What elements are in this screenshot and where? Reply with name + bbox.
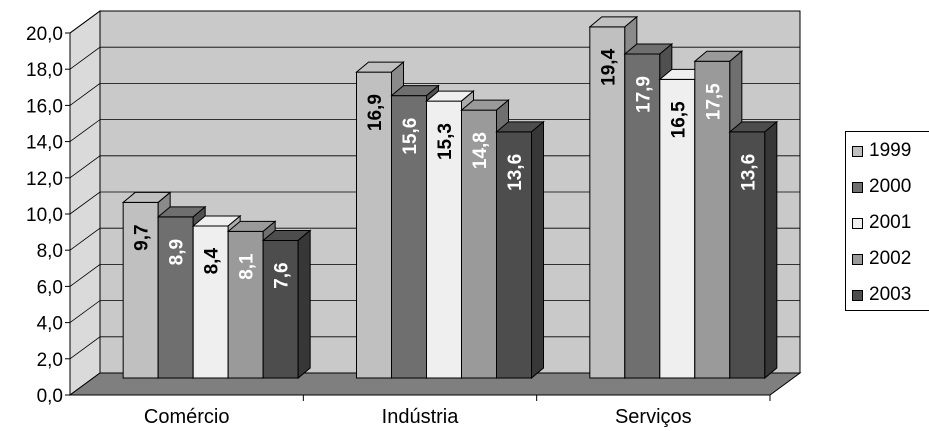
y-tick-label: 2,0 bbox=[37, 350, 63, 371]
legend-swatch-2002 bbox=[852, 253, 863, 265]
data-label: 8,9 bbox=[167, 239, 188, 265]
y-axis-tick-labels: 0,0 2,0 4,0 6,0 8,0 10,0 12,0 14,0 16,0 18,0 20,0 bbox=[26, 24, 63, 407]
legend-swatch-1999 bbox=[852, 145, 863, 157]
data-label: 15,6 bbox=[400, 118, 421, 155]
bar-front bbox=[157, 216, 194, 379]
gridline bbox=[69, 155, 800, 179]
bar-front bbox=[227, 230, 264, 379]
legend-item-1999: 1999 bbox=[852, 140, 911, 162]
category-label: Serviços bbox=[615, 406, 692, 428]
bar-front bbox=[694, 60, 731, 379]
data-label: 13,6 bbox=[505, 154, 526, 191]
gridline bbox=[69, 336, 800, 360]
bar-side bbox=[531, 120, 544, 380]
y-tick-label: 18,0 bbox=[26, 60, 63, 81]
bars bbox=[121, 15, 779, 380]
legend-swatch-2003 bbox=[852, 289, 863, 301]
data-label: 16,5 bbox=[668, 101, 689, 138]
gridline bbox=[69, 119, 800, 142]
data-label: 16,9 bbox=[365, 94, 386, 131]
bar-side bbox=[297, 229, 311, 380]
gridline bbox=[69, 300, 800, 323]
y-tick-label: 4,0 bbox=[37, 314, 63, 335]
legend-item-2001: 2001 bbox=[852, 212, 911, 234]
legend-item-2003: 2003 bbox=[852, 284, 911, 306]
bar-front bbox=[391, 95, 427, 379]
bar-front bbox=[426, 100, 462, 379]
gridline bbox=[69, 263, 800, 287]
bar-front bbox=[496, 131, 532, 379]
bar-2003-2 bbox=[728, 120, 779, 380]
legend-label-2000: 2000 bbox=[869, 176, 912, 197]
data-label: 19,4 bbox=[598, 48, 619, 85]
legend-swatch-2001 bbox=[852, 217, 863, 229]
bar-front bbox=[659, 78, 696, 379]
data-label: 8,4 bbox=[202, 248, 223, 275]
legend-label-2002: 2002 bbox=[869, 248, 912, 269]
data-label: 8,1 bbox=[237, 253, 258, 280]
y-tick-label: 10,0 bbox=[26, 205, 63, 226]
bar-2003-0 bbox=[261, 229, 312, 380]
legend-label-2001: 2001 bbox=[869, 212, 912, 233]
legend-swatch-2000 bbox=[852, 181, 863, 193]
data-label: 14,8 bbox=[470, 132, 491, 169]
legend-label-1999: 1999 bbox=[869, 140, 912, 161]
category-label: Indústria bbox=[382, 406, 460, 428]
category-label: Comércio bbox=[144, 406, 230, 428]
bar-side bbox=[764, 120, 778, 380]
x-axis-category-labels: Comércio Indústria Serviços bbox=[144, 406, 692, 428]
axes bbox=[65, 32, 771, 401]
data-label: 15,3 bbox=[435, 123, 456, 160]
y-tick-label: 16,0 bbox=[26, 96, 63, 117]
bar-2003-1 bbox=[495, 120, 545, 380]
gridlines bbox=[69, 10, 800, 360]
gridline bbox=[69, 83, 800, 106]
y-tick-label: 14,0 bbox=[26, 133, 63, 154]
gridline bbox=[69, 227, 800, 251]
bar-front bbox=[122, 201, 159, 379]
y-tick-label: 8,0 bbox=[37, 241, 63, 262]
y-tick-label: 12,0 bbox=[26, 169, 63, 190]
legend-label-2003: 2003 bbox=[869, 284, 912, 305]
y-tick-label: 0,0 bbox=[37, 386, 63, 407]
legend-item-2000: 2000 bbox=[852, 176, 911, 198]
gridline bbox=[69, 10, 800, 34]
legend-item-2002: 2002 bbox=[852, 248, 911, 270]
legend: 1999 2000 2001 2002 2003 bbox=[845, 131, 929, 311]
y-tick-label: 6,0 bbox=[37, 277, 63, 298]
data-label: 17,9 bbox=[633, 76, 654, 113]
gridline bbox=[69, 191, 800, 215]
data-label: 9,7 bbox=[132, 224, 153, 250]
bar-front bbox=[589, 26, 626, 379]
data-label: 17,5 bbox=[703, 83, 724, 120]
bar-front bbox=[192, 225, 229, 379]
data-label: 7,6 bbox=[272, 262, 293, 288]
bar-front bbox=[729, 131, 766, 379]
y-tick-label: 20,0 bbox=[26, 24, 63, 45]
bar-front bbox=[262, 239, 299, 379]
gridline bbox=[69, 46, 800, 70]
bar-front bbox=[461, 109, 497, 379]
data-labels: 9,7 8,9 8,4 8,1 7,6 16,9 15,6 15,3 14,8 13,6 19,4 1… bbox=[132, 48, 760, 288]
bar-front bbox=[624, 53, 661, 379]
data-label: 13,6 bbox=[738, 154, 759, 191]
